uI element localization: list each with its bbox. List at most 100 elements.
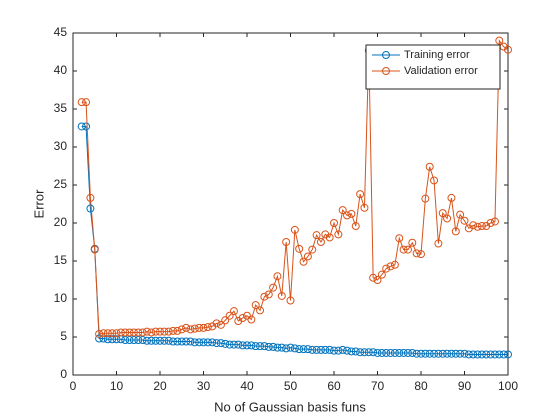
data-point — [364, 348, 373, 357]
data-point — [125, 336, 134, 345]
data-point — [356, 190, 365, 199]
data-point — [312, 345, 321, 354]
data-point — [499, 350, 508, 359]
data-point — [199, 338, 208, 347]
data-point — [108, 329, 117, 338]
data-point — [473, 222, 482, 231]
data-point — [425, 162, 434, 171]
data-point — [273, 272, 282, 281]
data-point — [229, 340, 238, 349]
data-point — [190, 338, 199, 347]
data-point — [434, 349, 443, 358]
data-point — [495, 350, 504, 359]
data-point — [447, 193, 456, 202]
data-point — [186, 325, 195, 334]
data-point — [377, 348, 386, 357]
data-point — [395, 348, 404, 357]
x-tick-label: 70 — [371, 379, 385, 393]
data-point — [369, 273, 378, 282]
data-point — [186, 337, 195, 346]
data-point — [160, 336, 169, 345]
data-point — [390, 348, 399, 357]
x-tick-label: 100 — [498, 379, 518, 393]
data-point — [138, 336, 147, 345]
data-point — [247, 315, 256, 324]
data-point — [464, 350, 473, 359]
x-tick-label: 20 — [153, 379, 167, 393]
data-point — [338, 345, 347, 354]
data-point — [86, 193, 95, 202]
data-point — [225, 311, 234, 320]
legend-label: Validation error — [404, 65, 478, 77]
data-point — [212, 319, 221, 328]
y-tick-label: 10 — [54, 291, 68, 305]
data-point — [303, 252, 312, 261]
data-point — [82, 122, 91, 131]
data-point — [343, 211, 352, 220]
data-point — [108, 335, 117, 344]
data-point — [412, 349, 421, 358]
data-point — [182, 337, 191, 346]
data-point — [343, 346, 352, 355]
data-point — [129, 328, 138, 337]
data-point — [377, 270, 386, 279]
data-point — [160, 327, 169, 336]
data-point — [142, 336, 151, 345]
data-point — [290, 344, 299, 353]
data-point — [238, 341, 247, 350]
data-point — [451, 349, 460, 358]
data-point — [169, 326, 178, 335]
data-point — [417, 250, 425, 259]
y-axis-label: Error — [31, 189, 46, 219]
data-point — [203, 338, 212, 347]
data-point — [169, 337, 178, 346]
data-point — [182, 323, 191, 332]
data-point — [229, 307, 238, 316]
y-tick-label: 15 — [54, 253, 68, 267]
data-point — [247, 341, 256, 350]
data-point — [99, 334, 108, 343]
data-point — [356, 348, 365, 357]
data-point — [77, 98, 86, 107]
y-tick-label: 40 — [54, 63, 68, 77]
data-point — [460, 216, 469, 225]
data-point — [451, 227, 460, 236]
data-point — [303, 345, 312, 354]
data-point — [425, 349, 434, 358]
data-point — [403, 245, 412, 254]
y-tick-label: 35 — [54, 101, 68, 115]
data-point — [190, 324, 199, 333]
data-point — [221, 316, 230, 325]
data-point — [490, 350, 499, 359]
data-point — [238, 314, 247, 322]
data-point — [177, 325, 186, 334]
x-tick-label: 40 — [240, 379, 254, 393]
data-point — [386, 348, 395, 357]
legend-label: Training error — [404, 49, 470, 61]
data-point — [147, 328, 156, 337]
data-point — [195, 338, 204, 347]
data-point — [103, 335, 112, 344]
data-point — [295, 244, 304, 253]
data-point — [482, 350, 491, 359]
y-tick-label: 20 — [54, 215, 68, 229]
data-point — [195, 323, 204, 332]
y-tick-label: 30 — [54, 139, 68, 153]
data-point — [360, 203, 369, 212]
data-point — [156, 327, 164, 336]
data-point — [234, 340, 243, 349]
data-point — [490, 217, 499, 226]
data-point — [382, 348, 391, 357]
data-point — [408, 238, 417, 247]
x-tick-label: 90 — [458, 379, 472, 393]
data-point — [260, 342, 269, 351]
data-point — [256, 306, 265, 315]
data-point — [264, 342, 273, 351]
data-point — [469, 221, 478, 230]
data-point — [334, 346, 343, 355]
data-point — [221, 339, 230, 348]
data-point — [129, 336, 138, 345]
x-tick-label: 10 — [110, 379, 124, 393]
data-point — [390, 260, 399, 269]
data-point — [177, 337, 186, 346]
